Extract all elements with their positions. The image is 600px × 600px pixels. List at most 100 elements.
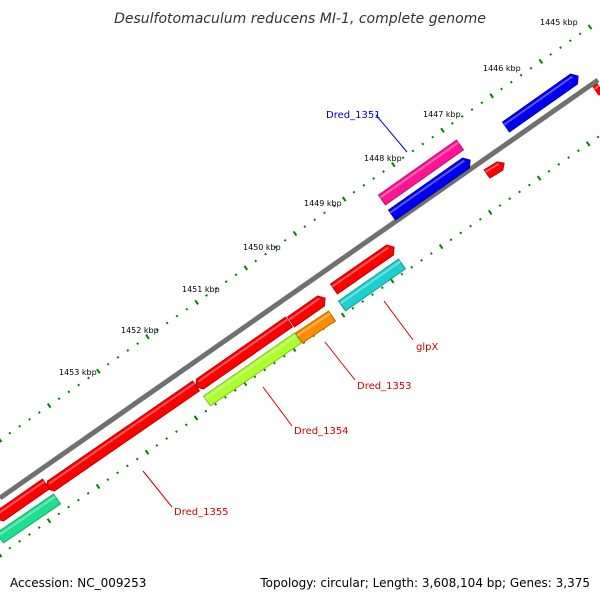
connector-dred-1351 [375,114,408,153]
tick-mark-inner [8,546,12,550]
tick-mark-outer [382,170,385,173]
tick-mark-outer [401,156,405,160]
tick-mark-outer [559,46,562,50]
accession-text: Accession: NC_009253 [10,576,147,590]
tick-mark-inner [371,293,374,296]
gene-feature-red-5[interactable] [0,478,51,522]
gene-feature-red-2[interactable] [286,295,326,328]
tick-mark-outer [136,342,140,346]
tick-mark-inner [547,169,551,173]
gene-feature-glpx-highlight [339,260,401,305]
tick-mark-inner [351,306,355,310]
tick-mark-outer [155,328,159,332]
tick-mark-inner [577,149,580,153]
tick-mark-inner [144,449,150,455]
connector-glpx [383,300,414,341]
gene-feature-dred-1351[interactable] [377,139,465,206]
tick-mark-inner [459,231,463,235]
tick-label-1446: 1446 kbp [483,64,521,73]
tick-mark-outer [243,265,249,271]
tick-mark-inner [498,204,502,207]
tick-mark-outer [303,225,307,229]
gene-feature-red-5-highlight [0,480,45,514]
tick-mark-inner [429,252,433,255]
tick-mark-outer [509,80,513,84]
gene-feature-glpx[interactable] [337,258,407,312]
tick-mark-outer [323,211,326,215]
tick-mark-inner [361,300,365,303]
tick-mark-outer [264,252,267,256]
gene-feature-red-edge[interactable] [592,83,600,96]
gene-feature-blue-inner[interactable] [387,157,471,221]
tick-mark-inner [165,437,169,440]
connector-dred-1353 [324,341,356,381]
tick-mark-outer [538,58,544,65]
map-title: Desulfotomaculum reducens MI-1, complete… [114,11,486,27]
tick-mark-inner [95,483,101,490]
tick-mark-inner [282,354,286,358]
tick-mark-outer [372,177,376,180]
tick-mark-inner [233,389,237,392]
gene-feature-dred-1353-highlight [296,312,331,337]
tick-mark-outer [77,383,81,387]
gene-label-dred-1355[interactable]: Dred_1355 [174,507,229,518]
gene-features [0,73,600,544]
gene-feature-blue-outer[interactable] [501,73,579,133]
tick-mark-outer [332,204,336,208]
tick-mark-inner [487,209,493,215]
tick-mark-outer [421,142,425,146]
tick-mark-outer [313,218,317,222]
tick-mark-inner [438,244,444,250]
tick-mark-outer [106,362,110,366]
gene-feature-dred-1353[interactable] [294,310,337,344]
gene-feature-blue-outer-highlight [503,75,573,126]
gene-label-glpx[interactable]: glpX [416,342,438,353]
tick-mark-outer [391,162,396,168]
gene-feature-blue-inner-highlight [389,159,465,214]
tick-mark-outer [273,245,277,249]
connector-dred-1354 [262,386,293,427]
gene-label-dred-1354[interactable]: Dred_1354 [294,426,349,437]
tick-mark-outer [470,108,474,111]
gene-feature-green-edge[interactable] [0,493,62,544]
tick-mark-inner [273,361,276,365]
gene-label-dred-1351[interactable]: Dred_1351 [326,110,381,121]
tick-mark-inner [527,183,531,187]
tick-mark-inner [57,512,61,516]
tick-mark-outer [292,230,298,237]
tick-mark-inner [263,368,267,372]
gene-label-dred-1353[interactable]: Dred_1353 [357,381,412,392]
tick-mark-outer [28,417,31,421]
tick-mark-inner [478,217,482,221]
tick-mark-inner [224,396,227,399]
gene-feature-dred-1351-highlight [379,141,459,199]
tick-mark-inner [449,238,453,242]
tick-labels: 1445 kbp 1446 kbp 1447 kbp 1448 kbp 1449… [59,18,578,377]
tick-marks [0,24,600,558]
tick-mark-inner [86,491,90,495]
tick-mark-outer [450,121,454,125]
label-connectors [142,114,414,508]
tick-mark-inner [389,278,395,284]
tick-mark-outer [411,149,415,153]
gene-feature-dred-1354[interactable] [202,332,303,407]
tick-mark-inner [557,163,561,166]
tick-mark-inner [585,141,591,147]
tick-mark-outer [46,402,52,409]
tick-mark-inner [536,175,542,181]
gene-feature-dred-1355[interactable] [46,380,201,492]
gene-feature-red-edge-highlight [593,85,600,90]
gene-feature-red-1[interactable] [329,244,395,295]
gene-feature-red-small[interactable] [483,161,505,179]
tick-mark-outer [234,273,238,277]
tick-mark-outer [500,87,503,91]
tick-mark-outer [224,280,228,284]
genome-stats-text: Topology: circular; Length: 3,608,104 bp… [260,576,590,590]
tick-mark-inner [155,443,159,447]
tick-mark-outer [578,32,582,36]
tick-mark-inner [380,286,384,290]
tick-mark-inner [214,402,218,406]
tick-label-1450: 1450 kbp [243,243,281,252]
tick-mark-inner [28,533,31,536]
